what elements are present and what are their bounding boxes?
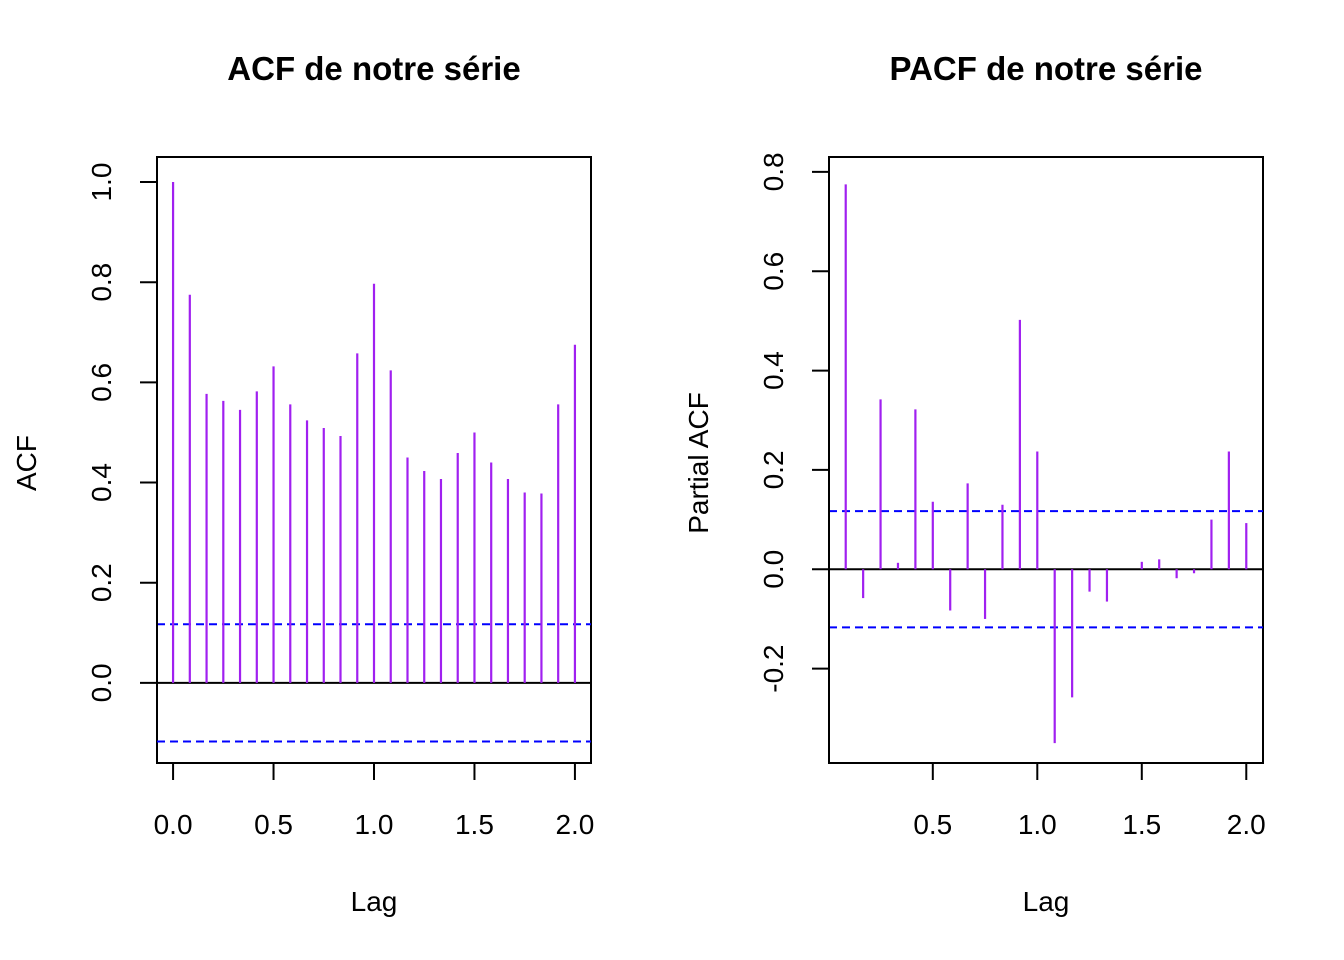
acf-x-tick-label-0.5: 0.5: [254, 809, 293, 840]
pacf-y-tick-label--0.2: -0.2: [758, 644, 789, 692]
pacf-x-axis-label: Lag: [1023, 886, 1070, 917]
pacf-x-tick-label-1.0: 1.0: [1018, 809, 1057, 840]
pacf-y-tick-label-0.6: 0.6: [758, 252, 789, 291]
acf-y-axis-label: ACF: [11, 435, 42, 491]
pacf-x-tick-label-0.5: 0.5: [913, 809, 952, 840]
acf-x-tick-label-1.0: 1.0: [355, 809, 394, 840]
acf-y-tick-label-0.6: 0.6: [86, 363, 117, 402]
acf-x-tick-label-1.5: 1.5: [455, 809, 494, 840]
acf-x-tick-label-0.0: 0.0: [154, 809, 193, 840]
pacf-marks: 0.5 1.0 1.5 2.0 -0.2 0.0 0.2 0.4 0.6 0.8: [758, 152, 1266, 840]
acf-y-tick-label-0.0: 0.0: [86, 663, 117, 702]
pacf-y-tick-label-0.0: 0.0: [758, 550, 789, 589]
pacf-y-tick-label-0.4: 0.4: [758, 351, 789, 390]
acf-y-tick-label-0.4: 0.4: [86, 463, 117, 502]
acf-y-tick-label-0.2: 0.2: [86, 563, 117, 602]
pacf-panel: PACF de notre série Lag Partial ACF 0.5 1…: [683, 50, 1266, 917]
pacf-x-tick-label-1.5: 1.5: [1122, 809, 1161, 840]
acf-x-axis-label: Lag: [351, 886, 398, 917]
pacf-y-axis-label: Partial ACF: [683, 392, 714, 534]
acf-panel: ACF de notre série Lag ACF 0.0 0.5 1.0 1.5 2…: [11, 50, 594, 917]
pacf-plot-frame: [828, 156, 1264, 764]
pacf-x-tick-label-2.0: 2.0: [1227, 809, 1266, 840]
acf-y-tick-label-0.8: 0.8: [86, 263, 117, 302]
acf-y-tick-label-1.0: 1.0: [86, 163, 117, 202]
pacf-title: PACF de notre série: [890, 50, 1203, 87]
pacf-y-tick-label-0.2: 0.2: [758, 450, 789, 489]
acf-title: ACF de notre série: [227, 50, 520, 87]
acf-x-tick-label-2.0: 2.0: [555, 809, 594, 840]
acf-marks: 0.0 0.5 1.0 1.5 2.0 0.0 0.2 0.4 0.6 0.8 1.0: [86, 163, 594, 840]
pacf-y-tick-label-0.8: 0.8: [758, 152, 789, 191]
